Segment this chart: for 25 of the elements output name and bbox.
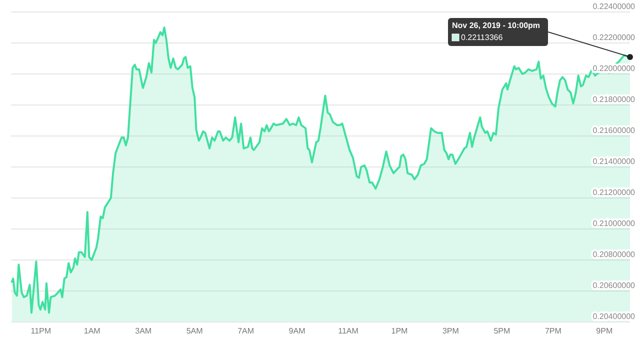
x-tick-label: 5AM (186, 326, 204, 336)
annotation: Nov 26, 2019 - 10:00pm (452, 20, 540, 30)
y-tick-label: 0.20800000 (592, 250, 636, 260)
x-tick-label: 9AM (288, 326, 306, 336)
x-tick-label: 11AM (338, 326, 359, 336)
y-tick-label: 0.21400000 (592, 157, 636, 166)
x-tick-label: 3PM (442, 326, 460, 336)
tooltip: Nov 26, 2019 - 10:00pm 0.22113366 (448, 18, 548, 46)
y-tick-label: 0.22400000 (592, 2, 636, 12)
annotation: 0.22113366 (461, 32, 504, 42)
y-tick-label: 0.21200000 (592, 188, 636, 198)
x-tick-label: 9PM (596, 326, 613, 336)
y-tick-label: 0.21000000 (592, 219, 636, 228)
y-tick-label: 0.21600000 (592, 126, 636, 136)
x-tick-label: 3AM (135, 326, 152, 336)
y-tick-label: 0.22200000 (592, 33, 636, 42)
y-tick-label: 0.20600000 (592, 281, 636, 290)
x-tick-label: 1AM (84, 326, 101, 336)
x-tick-label: 5PM (494, 326, 510, 336)
x-tick-label: 11PM (30, 326, 52, 336)
y-tick-label: 0.21800000 (592, 95, 636, 104)
x-tick-label: 1PM (391, 326, 408, 336)
x-tick-label: 7PM (544, 326, 562, 336)
x-tick-label: 7AM (238, 326, 254, 336)
y-tick-label: 0.20400000 (592, 312, 636, 322)
